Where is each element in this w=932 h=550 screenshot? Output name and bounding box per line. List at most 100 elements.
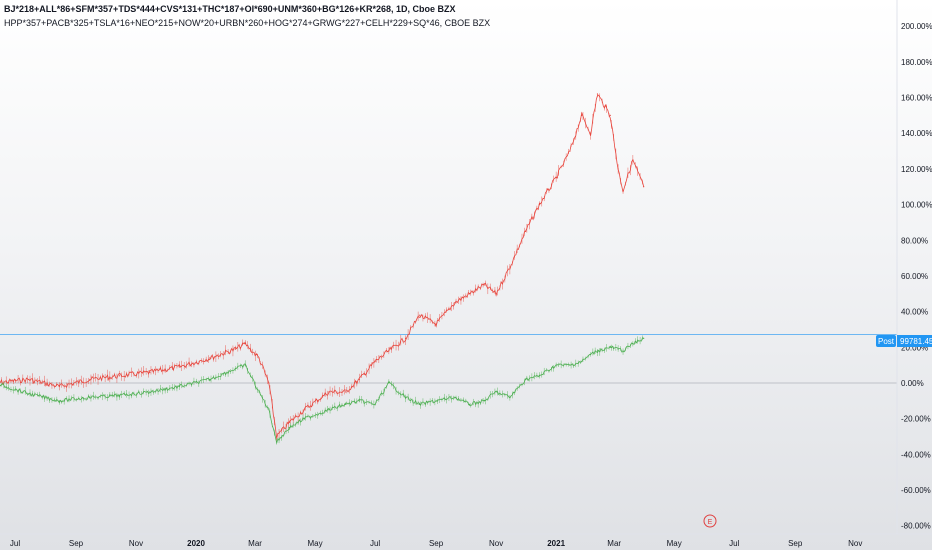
series-point xyxy=(234,368,236,370)
x-tick-label: Jul xyxy=(370,539,380,548)
post-label-box xyxy=(876,335,896,347)
series-point xyxy=(344,403,347,406)
series-point xyxy=(358,400,360,402)
series-point xyxy=(525,378,527,381)
axis-layer xyxy=(0,0,932,535)
x-tick-label: Nov xyxy=(129,539,143,548)
series-point xyxy=(404,396,407,398)
series-title-primary: BJ*218+ALL*86+SFM*357+TDS*444+CVS*131+TH… xyxy=(4,4,456,14)
x-tick-label: Mar xyxy=(248,539,262,548)
y-tick-label: 120.00% xyxy=(901,165,932,174)
x-tick-label: Jul xyxy=(729,539,739,548)
series-point xyxy=(149,371,151,373)
series-point xyxy=(555,364,557,366)
series-layer xyxy=(0,93,645,445)
series-point xyxy=(596,93,599,95)
series-point xyxy=(28,378,30,381)
series-point xyxy=(258,391,260,393)
series-point xyxy=(209,357,211,359)
series-point xyxy=(89,378,91,381)
series-point xyxy=(538,375,541,377)
series-point xyxy=(495,293,497,295)
series-point xyxy=(303,418,305,420)
event-circle[interactable] xyxy=(703,514,717,528)
series-point xyxy=(617,168,619,170)
series-point xyxy=(435,323,437,325)
series-point xyxy=(288,427,291,429)
series-point xyxy=(89,396,91,398)
y-tick-label: 180.00% xyxy=(901,58,932,67)
post-value-box xyxy=(897,335,932,347)
series-line xyxy=(0,94,645,439)
series-point xyxy=(454,396,456,398)
series-point xyxy=(388,350,390,352)
series-line xyxy=(0,337,644,445)
series-point xyxy=(58,400,60,402)
x-tick-label: Sep xyxy=(69,539,84,548)
x-tick-label: May xyxy=(667,539,682,548)
series-point xyxy=(344,391,347,393)
y-tick-label: 80.00% xyxy=(901,236,928,245)
y-tick-label: 160.00% xyxy=(901,94,932,103)
series-point xyxy=(234,348,236,350)
series-point xyxy=(118,375,120,377)
series-point xyxy=(418,403,420,406)
series-point xyxy=(268,409,270,411)
x-tick-label: Sep xyxy=(429,539,444,548)
series-point xyxy=(525,230,527,232)
price-axis[interactable]: 200.00% 180.00% 160.00% 140.00% 120.00% 100.0… xyxy=(901,22,932,531)
series-point xyxy=(509,266,511,268)
series-point xyxy=(374,360,376,363)
series-point xyxy=(328,409,330,411)
series-point xyxy=(483,284,485,286)
series-point xyxy=(244,364,246,366)
y-tick-label: 0.00% xyxy=(901,379,924,388)
series-point xyxy=(388,382,390,384)
y-tick-label: -20.00% xyxy=(901,415,931,424)
earnings-event-marker[interactable]: E xyxy=(703,514,717,528)
series-point xyxy=(617,348,619,350)
series-point xyxy=(643,186,645,188)
series-point xyxy=(404,337,407,339)
series-point xyxy=(495,391,497,393)
series-point xyxy=(149,391,151,393)
series-point xyxy=(276,441,278,443)
series-point xyxy=(454,302,456,304)
y-tick-label: -80.00% xyxy=(901,522,931,531)
series-point xyxy=(303,409,305,411)
series-point xyxy=(288,421,291,423)
series-point xyxy=(555,177,557,179)
x-tick-label: 2020 xyxy=(187,539,205,548)
series-point xyxy=(328,391,330,393)
series-point xyxy=(468,293,471,295)
series-point xyxy=(483,400,485,402)
series-point xyxy=(622,350,624,352)
series-point xyxy=(609,346,611,348)
x-tick-label: Mar xyxy=(607,539,621,548)
x-tick-label: Nov xyxy=(489,539,503,548)
y-tick-label: -60.00% xyxy=(901,486,931,495)
x-tick-label: Jul xyxy=(10,539,20,548)
series-point xyxy=(632,343,634,345)
series-point xyxy=(643,337,645,339)
series-point xyxy=(28,393,30,395)
post-label-text: Post xyxy=(878,337,895,346)
series-point xyxy=(178,366,180,368)
time-axis[interactable]: Jul Sep Nov 2020 Mar May Jul Sep Nov 2021 Mar May Ju… xyxy=(10,539,862,548)
series-point xyxy=(258,357,260,359)
series-point xyxy=(268,382,270,384)
y-tick-label: 40.00% xyxy=(901,308,928,317)
series-point xyxy=(209,378,211,381)
series-point xyxy=(589,353,592,356)
series-point xyxy=(622,189,624,191)
x-tick-label: Sep xyxy=(788,539,803,548)
series-title-secondary: HPP*357+PACB*325+TSLA*16+NEO*215+NOW*20+… xyxy=(4,18,491,28)
x-tick-label: Nov xyxy=(848,539,862,548)
x-tick-label: May xyxy=(308,539,323,548)
series-point xyxy=(581,114,583,116)
series-point xyxy=(509,396,511,398)
y-tick-label: 60.00% xyxy=(901,272,928,281)
series-point xyxy=(178,385,180,388)
